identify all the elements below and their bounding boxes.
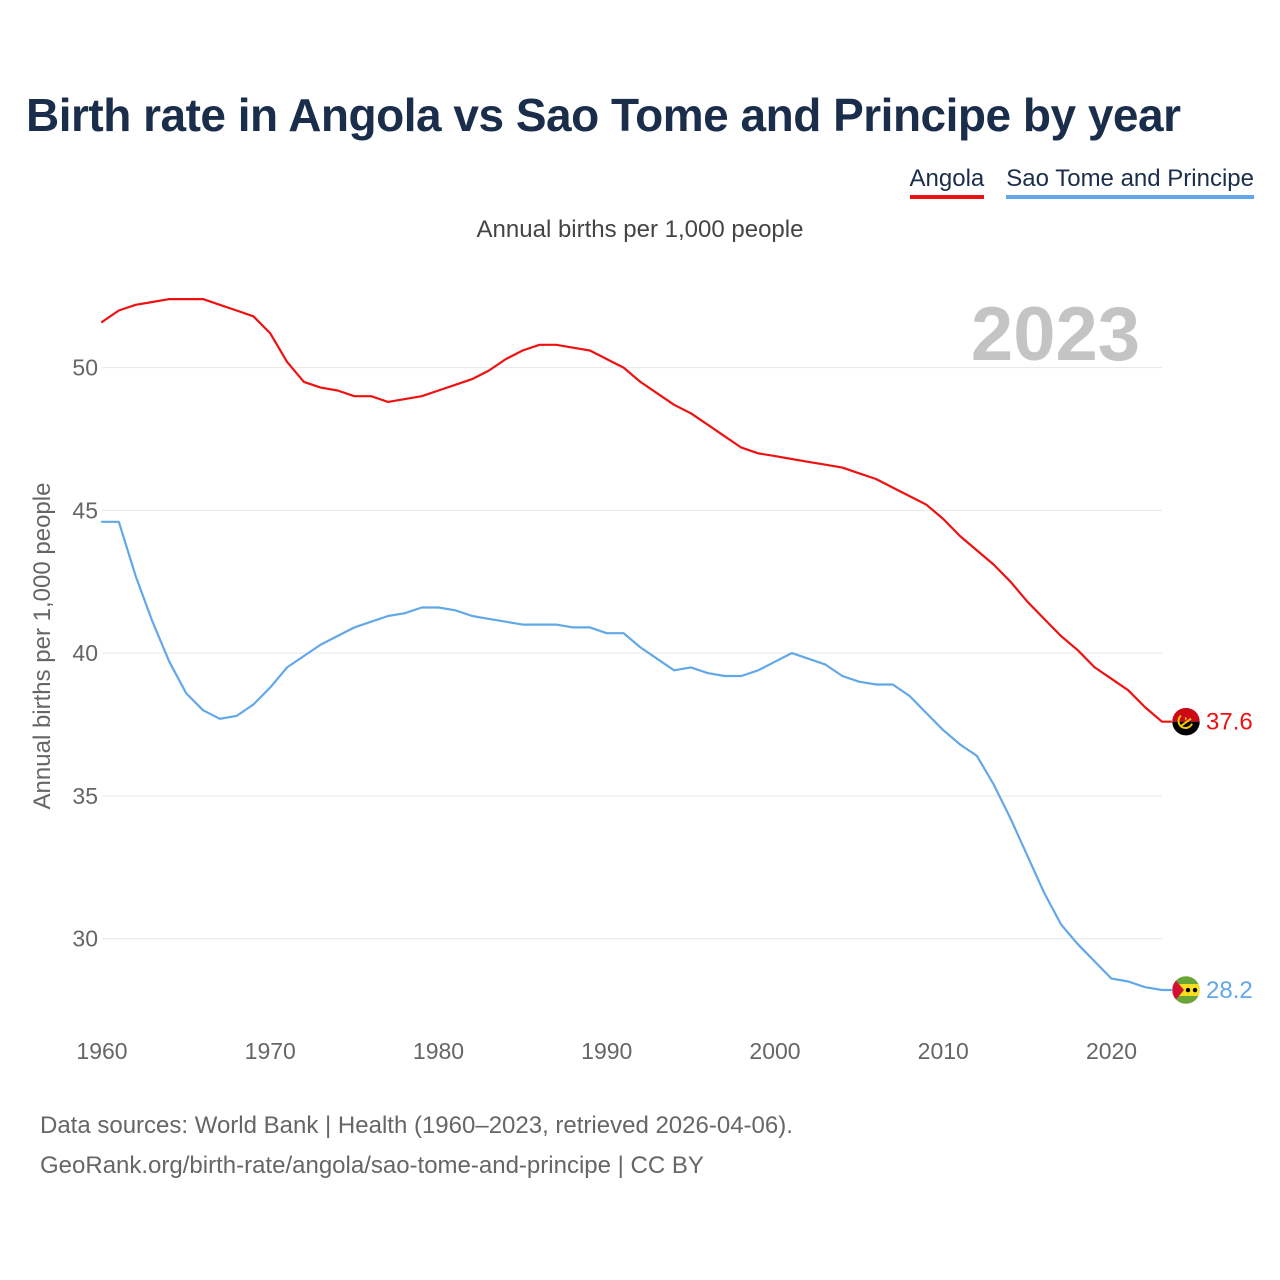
x-tick-label: 2020 [1086, 1038, 1137, 1064]
y-axis-label: Annual births per 1,000 people [29, 483, 56, 810]
y-tick-label: 45 [72, 497, 98, 523]
x-tick-label: 1980 [413, 1038, 464, 1064]
series-line-sao-tome [100, 520, 1174, 992]
source-url[interactable]: GeoRank.org/birth-rate/angola/sao-tome-a… [40, 1152, 704, 1179]
x-tick-label: 2010 [918, 1038, 969, 1064]
sao-tome-flag-icon [1172, 976, 1200, 1005]
y-tick-label: 35 [72, 783, 98, 809]
end-value-label: 37.6 [1206, 709, 1253, 736]
x-tick-label: 1990 [581, 1038, 632, 1064]
footer: Data sources: World Bank | Health (1960–… [40, 1106, 793, 1186]
flag-outline [1171, 707, 1201, 736]
year-watermark: 2023 [971, 292, 1140, 377]
y-tick-label: 30 [72, 926, 98, 952]
chart-title: Birth rate in Angola vs Sao Tome and Pri… [26, 89, 1181, 141]
x-tick-label: 1970 [245, 1038, 296, 1064]
legend: Angola Sao Tome and Principe [909, 165, 1254, 199]
series-line-angola [100, 298, 1174, 723]
y-tick-label: 50 [72, 355, 98, 381]
y-tick-label: 40 [72, 640, 98, 666]
data-source-note: Data sources: World Bank | Health (1960–… [40, 1112, 793, 1139]
x-tick-label: 1960 [76, 1038, 127, 1064]
flag-outline [1171, 975, 1201, 1005]
legend-item-angola[interactable]: Angola [909, 165, 985, 199]
x-tick-label: 2000 [749, 1038, 800, 1064]
end-value-label: 28.2 [1206, 977, 1253, 1004]
legend-item-sao-tome-and-principe[interactable]: Sao Tome and Principe [1006, 165, 1254, 199]
chart-subtitle: Annual births per 1,000 people [476, 216, 804, 243]
angola-flag-icon [1172, 707, 1200, 736]
